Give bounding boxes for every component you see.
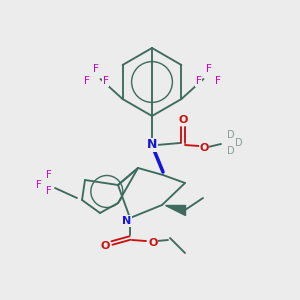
Text: N: N [147,139,157,152]
Polygon shape [165,205,185,215]
Text: F: F [214,76,220,86]
Text: D: D [235,138,243,148]
Text: N: N [122,216,132,226]
Text: F: F [103,76,109,86]
Text: F: F [196,76,201,86]
Text: F: F [46,170,52,180]
Text: O: O [199,143,209,153]
Text: O: O [148,238,158,248]
Text: O: O [100,241,110,251]
Text: D: D [227,146,235,156]
Text: F: F [206,64,212,74]
Text: F: F [84,76,89,86]
Text: F: F [46,186,52,196]
Text: D: D [227,130,235,140]
Text: F: F [36,180,42,190]
Text: O: O [178,115,188,125]
Text: F: F [93,64,98,74]
